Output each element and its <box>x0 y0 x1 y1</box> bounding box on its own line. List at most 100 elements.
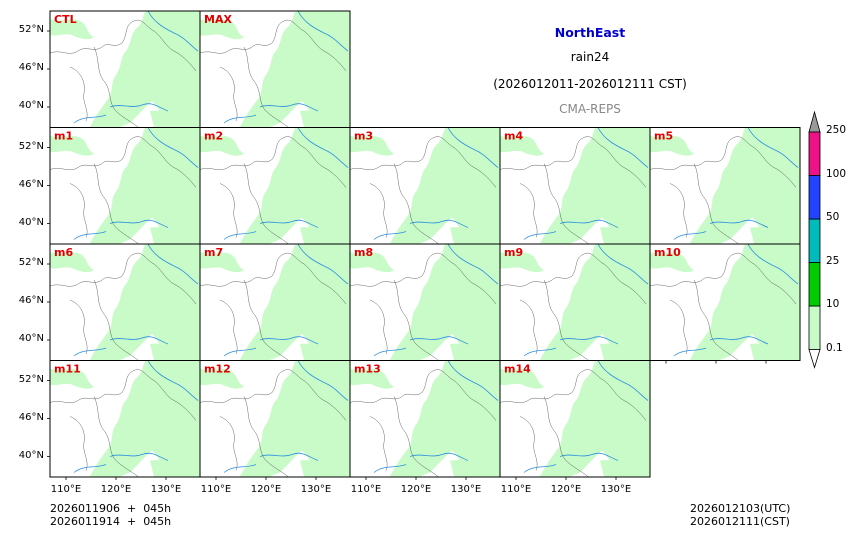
rain-area <box>90 360 200 477</box>
province-boundary <box>350 369 497 477</box>
rain-area <box>540 360 650 477</box>
lat-tick-label: 40°N <box>18 100 44 111</box>
rain-area <box>50 135 94 156</box>
colorbar-level-label: 10 <box>826 298 840 310</box>
rain-area <box>750 227 800 244</box>
period-title: (2026012011-2026012111 CST) <box>493 77 687 91</box>
province-boundary <box>500 136 647 244</box>
rain-area <box>650 135 694 156</box>
river-line <box>373 360 499 473</box>
river-line <box>223 244 349 357</box>
panel-label: m5 <box>654 130 673 143</box>
panel-label: CTL <box>54 13 77 26</box>
province-boundary <box>650 252 797 361</box>
rain-area <box>240 11 350 127</box>
colorbar-segment <box>808 218 821 263</box>
province-boundary <box>50 369 197 477</box>
province-boundary <box>350 136 497 244</box>
panel-label: m1 <box>54 130 73 143</box>
river-line <box>73 244 199 357</box>
rain-area <box>450 460 500 477</box>
rain-area <box>200 368 244 389</box>
province-boundary <box>500 369 647 477</box>
lon-tick-label: 120°E <box>550 484 582 495</box>
panel-label: m7 <box>204 246 223 259</box>
rain-area <box>390 360 500 477</box>
colorbar <box>808 110 821 369</box>
river-line <box>673 244 799 357</box>
colorbar-level-label: 25 <box>826 254 840 267</box>
lon-tick-label: 110°E <box>200 484 232 495</box>
rain-area <box>350 252 394 273</box>
province-boundary <box>650 136 797 244</box>
lat-tick-label: 52°N <box>18 24 44 35</box>
panel-label: m3 <box>354 130 373 143</box>
colorbar-extend-max <box>808 110 821 133</box>
rain-area <box>50 252 94 273</box>
lat-tick-label: 40°N <box>18 216 44 228</box>
province-boundary <box>200 136 347 244</box>
province-boundary <box>200 19 347 128</box>
init-time-1: 2026011906 + 045h <box>50 502 172 515</box>
colorbar-level-label: 50 <box>826 211 840 223</box>
map-panel: m4 <box>499 127 651 245</box>
lon-tick-label: 120°E <box>250 484 282 495</box>
lat-tick-label: 52°N <box>18 257 44 268</box>
rain-area <box>200 19 244 40</box>
lat-tick-label: 46°N <box>18 411 44 423</box>
rain-area <box>390 244 500 360</box>
river-line <box>73 127 199 240</box>
panel-label: m13 <box>354 363 381 376</box>
colorbar-segment <box>808 131 821 176</box>
rain-area <box>90 11 200 127</box>
province-boundary <box>50 19 197 128</box>
lon-tick-label: 130°E <box>600 484 632 495</box>
rain-area <box>350 135 394 156</box>
rain-area <box>150 110 200 127</box>
map-panel: m1 <box>49 127 201 245</box>
panel-label: m2 <box>204 130 223 143</box>
map-panel: m8 <box>349 243 501 361</box>
lat-tick-label: 52°N <box>18 373 44 385</box>
province-boundary <box>200 369 347 477</box>
lon-tick-label: 110°E <box>500 484 532 495</box>
map-panel: m13 <box>349 360 501 478</box>
lat-tick-label: 46°N <box>18 178 44 190</box>
province-boundary <box>500 252 647 361</box>
rain-area <box>450 343 500 360</box>
rain-area <box>500 368 544 389</box>
lat-tick-label: 52°N <box>18 140 44 152</box>
rain-area <box>300 110 350 127</box>
river-line <box>523 244 649 357</box>
lat-tick-label: 40°N <box>18 449 44 461</box>
panel-label: MAX <box>204 13 232 26</box>
lat-tick-label: 46°N <box>18 62 44 73</box>
rain-area <box>150 343 200 360</box>
valid-time-utc: 2026012103(UTC) <box>690 502 791 515</box>
lon-tick-label: 120°E <box>400 484 432 495</box>
river-line <box>223 360 349 473</box>
region-title: NorthEast <box>554 25 626 40</box>
river-line <box>73 360 199 473</box>
rain-area <box>90 244 200 360</box>
rain-area <box>50 368 94 389</box>
map-panel: CTL <box>49 10 201 128</box>
panel-label: m12 <box>204 363 231 376</box>
colorbar-extend-min <box>808 349 821 369</box>
lat-tick-label: 40°N <box>18 333 44 344</box>
lat-tick-label: 46°N <box>18 295 44 306</box>
river-line <box>223 127 349 240</box>
river-line <box>223 11 349 124</box>
river-line <box>673 127 799 240</box>
rain-area <box>90 127 200 244</box>
model-title: CMA-REPS <box>559 102 621 116</box>
rain-area <box>390 127 500 244</box>
valid-time-cst: 2026012111(CST) <box>690 515 790 528</box>
rain-area <box>300 227 350 244</box>
panel-label: m11 <box>54 363 81 376</box>
river-line <box>373 244 499 357</box>
panel-label: m14 <box>504 363 531 376</box>
colorbar-segment <box>808 262 821 307</box>
